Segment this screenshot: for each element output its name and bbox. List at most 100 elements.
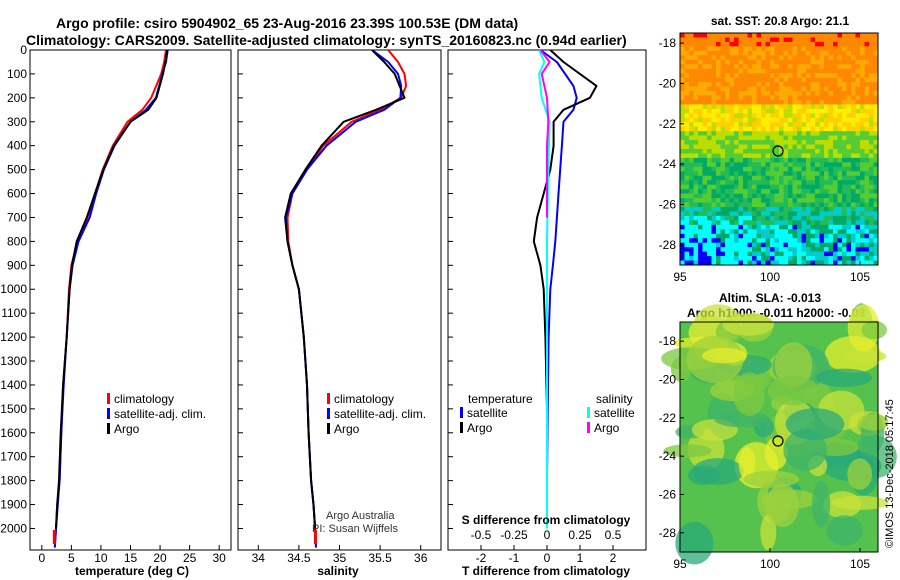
legend-swatch-satellite [107,408,110,419]
title-line-1: Argo profile: csiro 5904902_65 23-Aug-20… [56,15,518,31]
climatology-end-mark [313,530,317,544]
map-y-tick-label: -22 [659,117,677,131]
depth-tick-label: 1800 [0,474,27,488]
salinity-axis-label: salinity [317,564,359,578]
x-tick-label: 30 [212,551,226,565]
series-s-argo [539,50,551,218]
map-x-tick-label: 105 [850,557,870,571]
legend-label-satellite: satellite-adj. clim. [334,407,426,421]
credit-text: ©IMOS 13-Dec-2018 05:17:45 [884,399,896,548]
legend-label-climatology: climatology [334,392,394,406]
legend-swatch-argo [107,423,110,434]
legend-swatch-s-argo [587,422,590,433]
difference-legend: temperature salinity satellite Argo sate… [460,392,635,435]
annotation-line-1: Argo Australia [326,510,395,522]
legend-swatch-satellite [327,408,330,419]
sla-map-axes: 95 100 105 -18 -20 -22 -24 -26 -28 [659,334,871,571]
depth-tick-label: 300 [7,115,27,129]
salinity-plot: 34 34.5 35 35.5 36 [252,50,428,565]
x-tick-label: 20 [153,551,167,565]
x-tick-label: -1 [509,551,520,565]
map-y-tick-label: -24 [659,449,677,463]
depth-tick-label: 1900 [0,498,27,512]
series-t-argo [532,50,598,529]
depth-tick-label: 500 [7,163,27,177]
legend-title-salinity: salinity [596,392,633,406]
sla-map-frame [679,321,879,553]
depth-tick-label: 1500 [0,402,27,416]
climatology-end-mark [52,530,56,544]
depth-tick-label: 1700 [0,450,27,464]
depth-tick-label: 800 [7,234,27,248]
depth-tick-label: 0 [20,43,27,57]
map-x-tick-label: 100 [760,557,780,571]
x-tick-label: 34.5 [287,551,311,565]
title-line-2: Climatology: CARS2009. Satellite-adjuste… [26,32,627,48]
depth-tick-label: 1300 [0,354,27,368]
map-x-tick-label: 100 [760,270,780,284]
series-argo [55,50,169,529]
sst-map [680,33,879,266]
map-y-tick-label: -20 [659,373,677,387]
depth-tick-label: 1000 [0,282,27,296]
s-tick-label: 0.25 [568,528,592,542]
depth-tick-label: 100 [7,67,27,81]
map-y-tick-label: -22 [659,411,677,425]
map-y-tick-label: -20 [659,76,677,90]
legend-swatch-climatology [107,393,110,404]
depth-tick-label: 1200 [0,330,27,344]
map-y-tick-label: -26 [659,488,677,502]
t-difference-axis-label: T difference from climatology [462,564,630,578]
series-satellite-adj-clim- [284,50,403,548]
depth-tick-label: 1100 [1,306,27,320]
sst-map-frame [679,32,879,266]
map-x-tick-label: 105 [850,270,870,284]
depth-tick-label: 200 [7,91,27,105]
depth-tick-label: 600 [7,187,27,201]
x-tick-label: 0 [38,551,45,565]
legend-label-s-argo: Argo [594,421,620,435]
depth-tick-label: 1400 [0,378,27,392]
series-climatology [53,50,167,548]
s-tick-label: 0.5 [605,528,622,542]
x-tick-label: 5 [68,551,75,565]
s-tick-label: -0.25 [500,528,528,542]
map-x-tick-label: 95 [673,270,687,284]
series-s-satellite [538,50,551,529]
legend-label-satellite: satellite-adj. clim. [114,407,206,421]
x-tick-label: 35.5 [368,551,392,565]
sla-argo-marker [772,435,784,447]
sla-map [661,303,897,565]
legend-swatch-s-satellite [587,407,590,418]
s-difference-axis-label: S difference from climatology [462,513,631,527]
temperature-plot: 0 5 10 15 20 25 30 [38,50,226,565]
x-tick-label: 1 [577,551,584,565]
legend-swatch-t-satellite [460,407,463,418]
legend-label-t-argo: Argo [467,421,493,435]
map-y-tick-label: -26 [659,197,677,211]
map-y-tick-label: -28 [659,238,677,252]
sst-map-title: sat. SST: 20.8 Argo: 21.1 [711,14,850,28]
s-tick-label: -0.5 [471,528,492,542]
map-y-tick-label: -24 [659,157,677,171]
x-tick-label: 35 [333,551,347,565]
depth-tick-label: 700 [7,210,27,224]
depth-axis: 0 100 200 300 400 500 600 700 800 900 1000 1100 1200… [0,43,453,535]
x-tick-label: 2 [610,551,617,565]
x-tick-label: 25 [183,551,197,565]
legend-label-argo: Argo [334,422,360,436]
map-y-tick-label: -28 [659,526,677,540]
map-x-tick-label: 95 [673,557,687,571]
legend-label-t-satellite: satellite [467,406,508,420]
legend-swatch-argo [327,423,330,434]
temperature-legend: climatology satellite-adj. clim. Argo [107,392,206,436]
legend-swatch-climatology [327,393,330,404]
legend-label-s-satellite: satellite [594,406,635,420]
depth-tick-label: 900 [7,258,27,272]
s-tick-label: 0 [544,528,551,542]
legend-label-climatology: climatology [114,392,174,406]
legend-label-argo: Argo [114,422,140,436]
temperature-axis-label: temperature (deg C) [75,564,189,578]
